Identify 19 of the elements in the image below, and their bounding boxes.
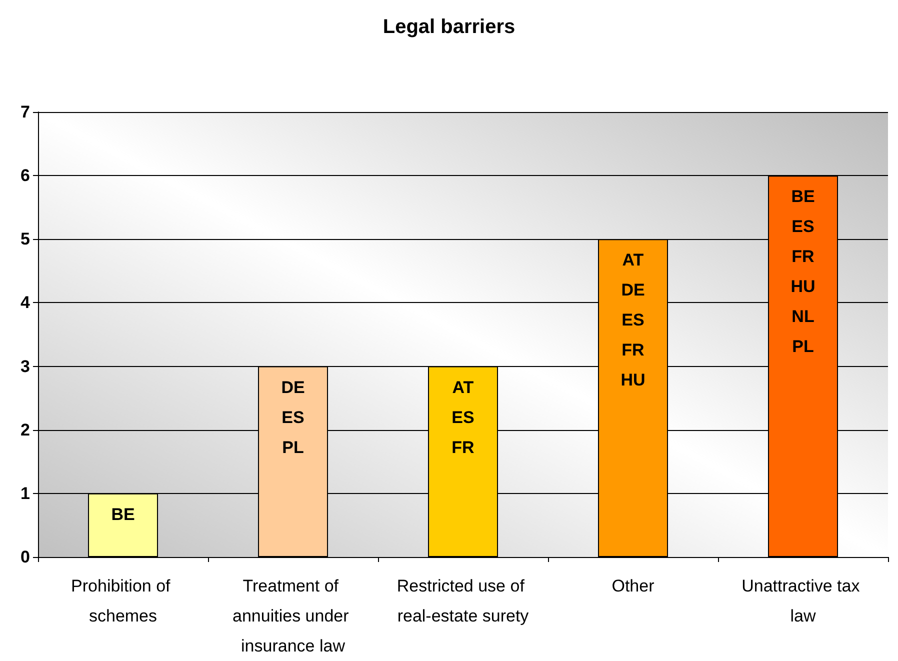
y-tick-label: 3	[20, 356, 30, 376]
chart-title: Legal barriers	[382, 16, 516, 38]
y-tick-label: 7	[20, 102, 30, 122]
x-tick-label: Treatment of annuities under insurance law	[232, 576, 354, 656]
y-tick-label: 4	[20, 293, 31, 312]
y-tick-label: 5	[20, 230, 30, 249]
y-tick-label: 6	[20, 166, 30, 186]
data-label: BE ES FR HU NL PL	[790, 187, 816, 356]
x-tick-label: Other	[612, 576, 655, 596]
data-label: BE	[111, 504, 135, 524]
data-label: AT DE ES FR HU	[620, 250, 646, 390]
data-label: DE ES PL	[281, 378, 305, 457]
y-tick-label: 2	[20, 420, 30, 440]
x-tick-label: Unattractive tax law	[742, 576, 864, 626]
x-tick-label: Restricted use of real-estate surety	[396, 576, 530, 626]
y-tick-label: 0	[20, 548, 30, 566]
data-label: AT ES FR	[452, 378, 474, 457]
y-tick-label: 1	[20, 484, 30, 503]
x-tick-label: Prohibition of schemes	[71, 576, 175, 626]
